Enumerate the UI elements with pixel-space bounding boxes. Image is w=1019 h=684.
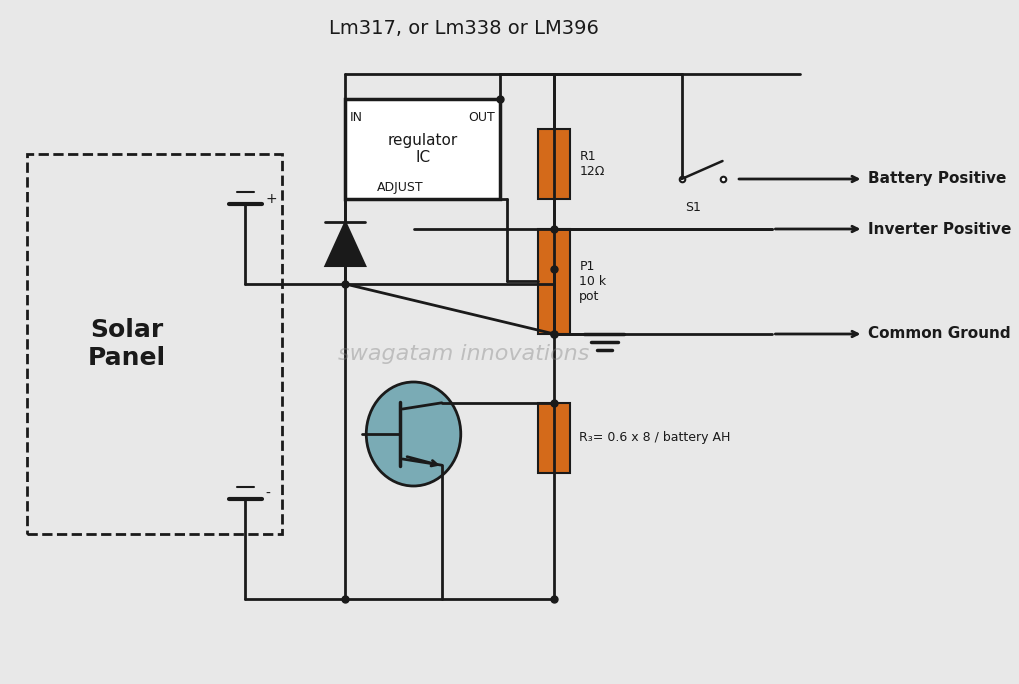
Text: swagatam innovations: swagatam innovations xyxy=(337,344,589,364)
Text: IN: IN xyxy=(350,111,363,124)
Text: Lm317, or Lm338 or LM396: Lm317, or Lm338 or LM396 xyxy=(328,20,598,38)
Text: +: + xyxy=(265,192,277,206)
Text: Inverter Positive: Inverter Positive xyxy=(867,222,1010,237)
Bar xyxy=(538,403,570,473)
Polygon shape xyxy=(325,222,365,266)
Text: regulator
IC: regulator IC xyxy=(387,133,458,166)
Text: Common Ground: Common Ground xyxy=(867,326,1010,341)
Text: R₃= 0.6 x 8 / battery AH: R₃= 0.6 x 8 / battery AH xyxy=(579,432,730,445)
Bar xyxy=(28,154,281,534)
Bar xyxy=(538,129,570,199)
Text: P1
10 k
pot: P1 10 k pot xyxy=(579,260,606,303)
Text: OUT: OUT xyxy=(468,111,495,124)
Circle shape xyxy=(366,382,461,486)
Text: Battery Positive: Battery Positive xyxy=(867,172,1006,187)
Text: ADJUST: ADJUST xyxy=(377,181,423,194)
Text: S1: S1 xyxy=(685,201,700,214)
Text: -: - xyxy=(265,487,270,501)
Bar xyxy=(538,229,570,334)
Bar xyxy=(345,99,499,199)
Text: R1
12Ω: R1 12Ω xyxy=(579,150,604,178)
Text: Solar
Panel: Solar Panel xyxy=(88,318,166,370)
